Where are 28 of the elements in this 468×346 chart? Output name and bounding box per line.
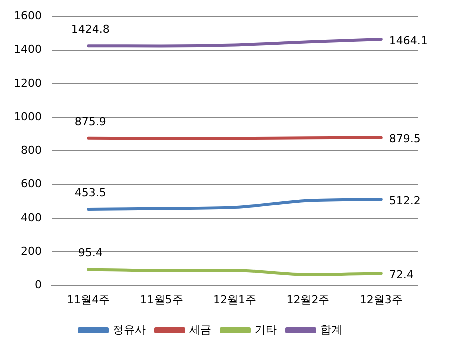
x-tick-label: 12월3주 [360, 293, 403, 306]
data-label: 95.4 [78, 246, 103, 260]
legend-label: 정유사 [113, 323, 146, 336]
x-tick-label: 12월1주 [213, 293, 256, 306]
legend-label: 세금 [190, 323, 212, 336]
data-label: 1464.1 [389, 34, 428, 48]
y-tick-label: 600 [20, 178, 42, 191]
y-tick-label: 1200 [14, 76, 42, 90]
y-tick-label: 1600 [14, 9, 42, 22]
legend-label: 합계 [320, 323, 342, 336]
y-tick-label: 1000 [14, 110, 42, 124]
line-series [87, 198, 383, 211]
x-tick-label: 12월2주 [286, 293, 330, 306]
x-tick-label: 11월4주 [67, 293, 110, 306]
data-label: 1424.8 [71, 22, 110, 36]
data-label: 453.5 [74, 186, 106, 200]
y-tick-label: 200 [20, 245, 42, 258]
y-tick-label: 400 [20, 211, 42, 224]
line-series [87, 38, 383, 48]
x-tick-label: 11월5주 [140, 293, 184, 306]
data-label: 879.5 [389, 132, 421, 146]
y-tick-label: 1400 [14, 43, 42, 56]
data-label: 72.4 [389, 268, 414, 282]
data-label: 512.2 [389, 194, 421, 208]
y-tick-label: 0 [34, 278, 42, 292]
y-tick-label: 800 [20, 144, 42, 158]
legend-label: 기타 [255, 323, 277, 336]
data-label: 875.9 [74, 115, 106, 128]
